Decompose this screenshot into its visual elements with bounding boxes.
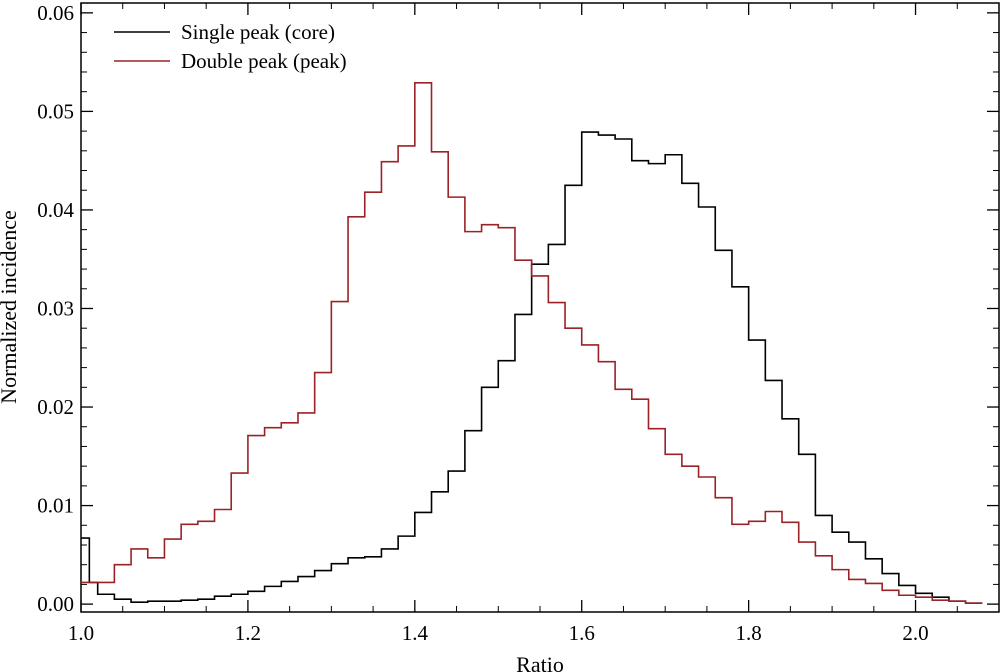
y-tick-label: 0.03 xyxy=(37,296,74,320)
series-single-peak-line xyxy=(81,131,983,604)
series-layer xyxy=(81,82,983,604)
legend-label-single: Single peak (core) xyxy=(181,20,335,44)
legend: Single peak (core) Double peak (peak) xyxy=(114,20,347,73)
legend-label-double: Double peak (peak) xyxy=(181,49,347,73)
x-tick-label: 1.0 xyxy=(68,621,94,645)
y-axis-label: Normalized incidence xyxy=(0,210,21,404)
y-tick-label: 0.02 xyxy=(37,395,74,419)
x-tick-label: 1.4 xyxy=(402,621,429,645)
x-axis-label: Ratio xyxy=(516,652,564,672)
x-tick-label: 1.2 xyxy=(235,621,261,645)
x-tick-label: 1.6 xyxy=(569,621,595,645)
series-double-peak-line xyxy=(81,82,983,604)
x-tick-label: 2.0 xyxy=(902,621,928,645)
plot-frame xyxy=(80,2,1000,613)
axis-ticks xyxy=(80,3,999,612)
tick-labels: 1.0 1.2 1.4 1.6 1.8 2.0 0.00 0.01 0.02 0.03 0.04 0.… xyxy=(37,1,928,645)
y-tick-label: 0.06 xyxy=(37,1,74,25)
y-tick-label: 0.05 xyxy=(37,99,74,123)
y-tick-label: 0.01 xyxy=(37,494,74,518)
y-tick-label: 0.00 xyxy=(37,592,74,616)
x-tick-label: 1.8 xyxy=(736,621,762,645)
y-tick-label: 0.04 xyxy=(37,198,74,222)
